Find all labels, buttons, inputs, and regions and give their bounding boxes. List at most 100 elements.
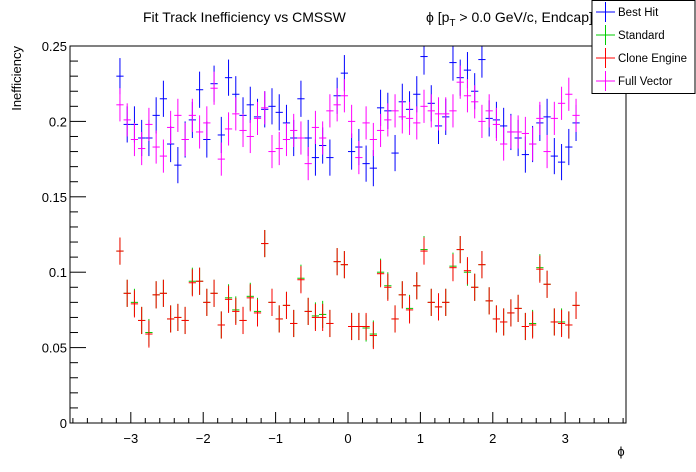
data-point — [565, 311, 573, 339]
data-point — [434, 97, 443, 131]
data-point — [217, 311, 225, 339]
y-tick-label: 0.25 — [42, 39, 67, 54]
data-point — [521, 312, 529, 341]
data-point — [181, 306, 189, 335]
data-point — [290, 309, 298, 338]
data-point — [217, 142, 225, 176]
data-point — [253, 101, 262, 135]
data-point — [543, 134, 551, 169]
data-point — [297, 80, 305, 117]
x-tick-label: −2 — [196, 431, 211, 446]
data-point — [362, 106, 370, 140]
y-tick-label: 0.15 — [42, 190, 67, 205]
data-point — [500, 308, 508, 336]
data-point — [282, 122, 291, 157]
data-point — [427, 288, 435, 316]
data-point — [449, 254, 457, 282]
data-point — [355, 312, 363, 341]
data-point — [478, 251, 486, 279]
data-point — [130, 122, 139, 157]
data-point — [456, 236, 464, 264]
series-full-vector — [116, 65, 580, 181]
data-point — [442, 97, 450, 131]
data-point — [536, 255, 544, 283]
data-point — [239, 306, 247, 335]
data-point — [232, 97, 240, 131]
data-point — [550, 137, 558, 175]
y-tick-label: 0.1 — [49, 265, 67, 280]
data-point — [224, 112, 233, 146]
data-point — [565, 77, 573, 111]
data-point — [485, 94, 493, 128]
data-point — [391, 94, 399, 128]
data-point — [536, 101, 544, 135]
data-point — [362, 145, 370, 182]
data-point — [326, 309, 334, 338]
data-point — [463, 79, 472, 113]
data-point — [550, 308, 558, 336]
data-point — [471, 273, 479, 301]
data-point — [195, 267, 204, 295]
data-point — [116, 237, 124, 265]
data-point — [485, 287, 493, 315]
data-point — [145, 320, 153, 348]
data-point — [152, 281, 160, 309]
x-tick-label: 1 — [417, 431, 424, 446]
data-point — [348, 133, 356, 170]
data-point — [311, 139, 320, 176]
y-tick-label: 0.2 — [49, 114, 67, 129]
data-point — [210, 71, 218, 105]
data-point — [167, 305, 175, 333]
data-point — [528, 127, 537, 161]
data-point — [326, 139, 334, 176]
data-point — [550, 101, 558, 135]
data-point — [348, 104, 356, 138]
data-point — [181, 122, 189, 157]
data-point — [348, 312, 356, 341]
data-point — [471, 85, 479, 119]
data-point — [203, 288, 211, 316]
data-point — [500, 127, 508, 161]
data-point — [362, 312, 370, 341]
x-axis-label: ϕ — [617, 444, 624, 459]
data-point — [376, 113, 385, 148]
data-point — [188, 269, 196, 297]
data-point — [398, 281, 406, 309]
data-point — [543, 270, 551, 298]
legend: Best Hit Standard Clone Engine Full Vector — [591, 0, 696, 94]
legend-label: Best Hit — [618, 7, 659, 19]
data-point — [319, 303, 327, 332]
data-point — [420, 89, 428, 123]
data-point — [384, 273, 392, 301]
legend-marker-icon — [596, 2, 615, 22]
data-point — [311, 303, 320, 332]
data-point — [369, 122, 377, 157]
data-point — [507, 299, 515, 327]
y-tick-label: 0.05 — [42, 341, 67, 356]
title-phi-prefix: ϕ [p — [426, 9, 450, 25]
data-point — [167, 110, 175, 145]
data-point — [340, 251, 348, 279]
data-point — [478, 46, 486, 78]
data-point — [224, 285, 233, 313]
data-point — [159, 279, 168, 307]
data-point — [391, 305, 399, 333]
data-point — [116, 88, 124, 122]
data-point — [297, 266, 305, 294]
data-point — [246, 284, 254, 312]
legend-label: Clone Engine — [618, 53, 687, 65]
data-point — [449, 46, 457, 81]
data-point — [246, 86, 254, 123]
data-point — [326, 94, 334, 128]
data-point — [239, 113, 247, 148]
title-pt-subscript: T — [449, 18, 455, 29]
data-point — [557, 309, 566, 338]
y-tick-label: 0 — [60, 416, 67, 431]
data-point — [290, 113, 298, 148]
legend-marker-icon — [596, 71, 615, 91]
data-point — [319, 121, 327, 155]
data-point — [138, 131, 146, 166]
data-point — [304, 297, 312, 325]
data-point — [311, 110, 320, 145]
